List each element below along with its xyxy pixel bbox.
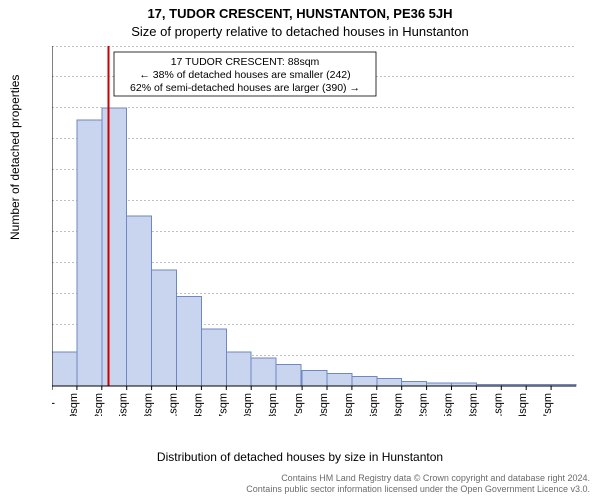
histogram-bar xyxy=(177,296,202,386)
svg-text:62% of semi-detached houses ar: 62% of semi-detached houses are larger (… xyxy=(130,82,360,94)
histogram-bar xyxy=(152,270,177,386)
svg-text:← 38% of detached houses are s: ← 38% of detached houses are smaller (24… xyxy=(139,69,350,81)
svg-text:267sqm: 267sqm xyxy=(293,393,305,416)
svg-text:382sqm: 382sqm xyxy=(418,393,430,416)
histogram-bar xyxy=(276,364,301,386)
svg-text:220sqm: 220sqm xyxy=(242,393,254,416)
histogram-bar xyxy=(377,378,402,386)
histogram-bar xyxy=(226,352,251,386)
histogram-bar xyxy=(52,352,77,386)
svg-text:59sqm: 59sqm xyxy=(68,393,80,416)
svg-text:36sqm: 36sqm xyxy=(52,393,55,416)
svg-text:151sqm: 151sqm xyxy=(168,393,180,416)
svg-text:105sqm: 105sqm xyxy=(118,393,130,416)
svg-text:17 TUDOR CRESCENT: 88sqm: 17 TUDOR CRESCENT: 88sqm xyxy=(171,56,320,68)
svg-text:474sqm: 474sqm xyxy=(517,393,529,416)
histogram-bar xyxy=(102,108,127,386)
svg-text:336sqm: 336sqm xyxy=(368,393,380,416)
page-title: 17, TUDOR CRESCENT, HUNSTANTON, PE36 5JH xyxy=(0,6,600,21)
histogram-chart: 020406080100120140160180200220 36sqm59sq… xyxy=(52,46,582,416)
svg-text:197sqm: 197sqm xyxy=(217,393,229,416)
svg-text:428sqm: 428sqm xyxy=(467,393,479,416)
histogram-bar xyxy=(402,381,427,386)
svg-text:359sqm: 359sqm xyxy=(393,393,405,416)
footer-line-2: Contains public sector information licen… xyxy=(246,484,590,496)
histogram-bar xyxy=(127,216,152,386)
info-box: 17 TUDOR CRESCENT: 88sqm ← 38% of detach… xyxy=(114,52,376,96)
svg-text:243sqm: 243sqm xyxy=(267,393,279,416)
histogram-bar xyxy=(77,120,102,386)
svg-text:174sqm: 174sqm xyxy=(192,393,204,416)
svg-text:451sqm: 451sqm xyxy=(492,393,504,416)
svg-text:497sqm: 497sqm xyxy=(542,393,554,416)
histogram-bar xyxy=(251,358,276,386)
page-subtitle: Size of property relative to detached ho… xyxy=(0,24,600,39)
histogram-bar xyxy=(352,377,377,386)
histogram-bar xyxy=(327,374,352,386)
y-axis-label: Number of detached properties xyxy=(8,75,22,240)
svg-text:82sqm: 82sqm xyxy=(93,393,105,416)
footer-attribution: Contains HM Land Registry data © Crown c… xyxy=(246,473,590,496)
svg-text:313sqm: 313sqm xyxy=(343,393,355,416)
svg-text:405sqm: 405sqm xyxy=(442,393,454,416)
svg-text:290sqm: 290sqm xyxy=(318,393,330,416)
x-axis-label: Distribution of detached houses by size … xyxy=(0,450,600,464)
histogram-bar xyxy=(302,371,327,386)
footer-line-1: Contains HM Land Registry data © Crown c… xyxy=(246,473,590,485)
histogram-bar xyxy=(201,329,226,386)
svg-text:128sqm: 128sqm xyxy=(143,393,155,416)
